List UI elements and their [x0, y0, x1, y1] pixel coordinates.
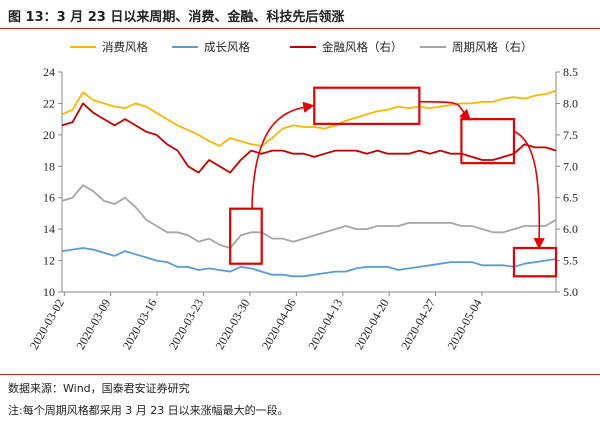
- y-left-tick-label: 24: [43, 65, 55, 79]
- top-rule: [0, 28, 600, 29]
- y-left-tick-label: 16: [43, 191, 55, 205]
- x-tick-label: 2020-03-09: [73, 297, 113, 352]
- y-right-tick-label: 5.5: [563, 254, 578, 268]
- line-chart: 消费风格 成长风格 金融风格（右） 周期风格（右） 10 12 14 16 18 20 22 24 5…: [27, 40, 578, 352]
- y-left-tick-label: 14: [43, 222, 55, 236]
- y-right-tick-label: 8.5: [563, 65, 578, 79]
- chart-annotations: [229, 86, 558, 278]
- x-tick-label: 2020-04-06: [259, 297, 299, 352]
- chart-legend: 消费风格 成长风格 金融风格（右） 周期风格（右）: [70, 40, 533, 54]
- highlight-box-1: [313, 86, 421, 125]
- series-line-2: [61, 102, 557, 174]
- bottom-rule: [0, 374, 600, 375]
- x-tick-label: 2020-04-13: [305, 297, 345, 352]
- y-left-tick-label: 18: [43, 159, 55, 173]
- x-tick-label: 2020-03-16: [120, 297, 160, 352]
- chart-title: 图 13：3 月 23 日以来周期、消费、金融、科技先后领涨: [8, 10, 345, 25]
- y-right-tick-label: 6.0: [563, 222, 578, 236]
- legend-label-2: 金融风格（右）: [322, 40, 403, 54]
- highlight-box-2: [460, 118, 516, 165]
- y-left-tick-label: 10: [43, 285, 55, 299]
- footnote: 注:每个周期风格都采用 3 月 23 日以来涨幅最大的一段。: [8, 404, 289, 417]
- legend-label-3: 周期风格（右）: [452, 40, 533, 54]
- annotation-arrow-0: [251, 101, 315, 209]
- y-left-tick-label: 20: [43, 128, 55, 142]
- y-left-tick-label: 22: [43, 96, 55, 110]
- chart-series: [61, 90, 557, 278]
- annotation-arrow-2: [513, 130, 545, 250]
- x-tick-label: 2020-04-20: [352, 297, 392, 352]
- source-note: 数据来源：Wind，国泰君安证券研究: [8, 382, 190, 395]
- series-line-3: [61, 184, 557, 249]
- y-left-tick-label: 12: [43, 254, 55, 268]
- series-line-0: [61, 90, 557, 147]
- y-right-tick-label: 5.0: [563, 285, 578, 299]
- x-tick-label: 2020-03-30: [212, 297, 252, 352]
- x-tick-label: 2020-03-23: [166, 297, 206, 352]
- x-tick-label: 2020-03-02: [27, 297, 67, 352]
- y-right-tick-label: 6.5: [563, 191, 578, 205]
- y-right-tick-label: 7.5: [563, 128, 578, 142]
- annotation-arrow-1: [419, 100, 471, 121]
- y-right-tick-label: 8.0: [563, 96, 578, 110]
- highlight-box-0: [229, 207, 263, 265]
- x-tick-label: 2020-05-04: [444, 297, 484, 352]
- x-tick-label: 2020-04-27: [398, 297, 438, 352]
- legend-label-0: 消费风格: [102, 40, 148, 54]
- series-line-1: [61, 247, 557, 278]
- y-right-tick-label: 7.0: [563, 159, 578, 173]
- legend-label-1: 成长风格: [204, 40, 250, 54]
